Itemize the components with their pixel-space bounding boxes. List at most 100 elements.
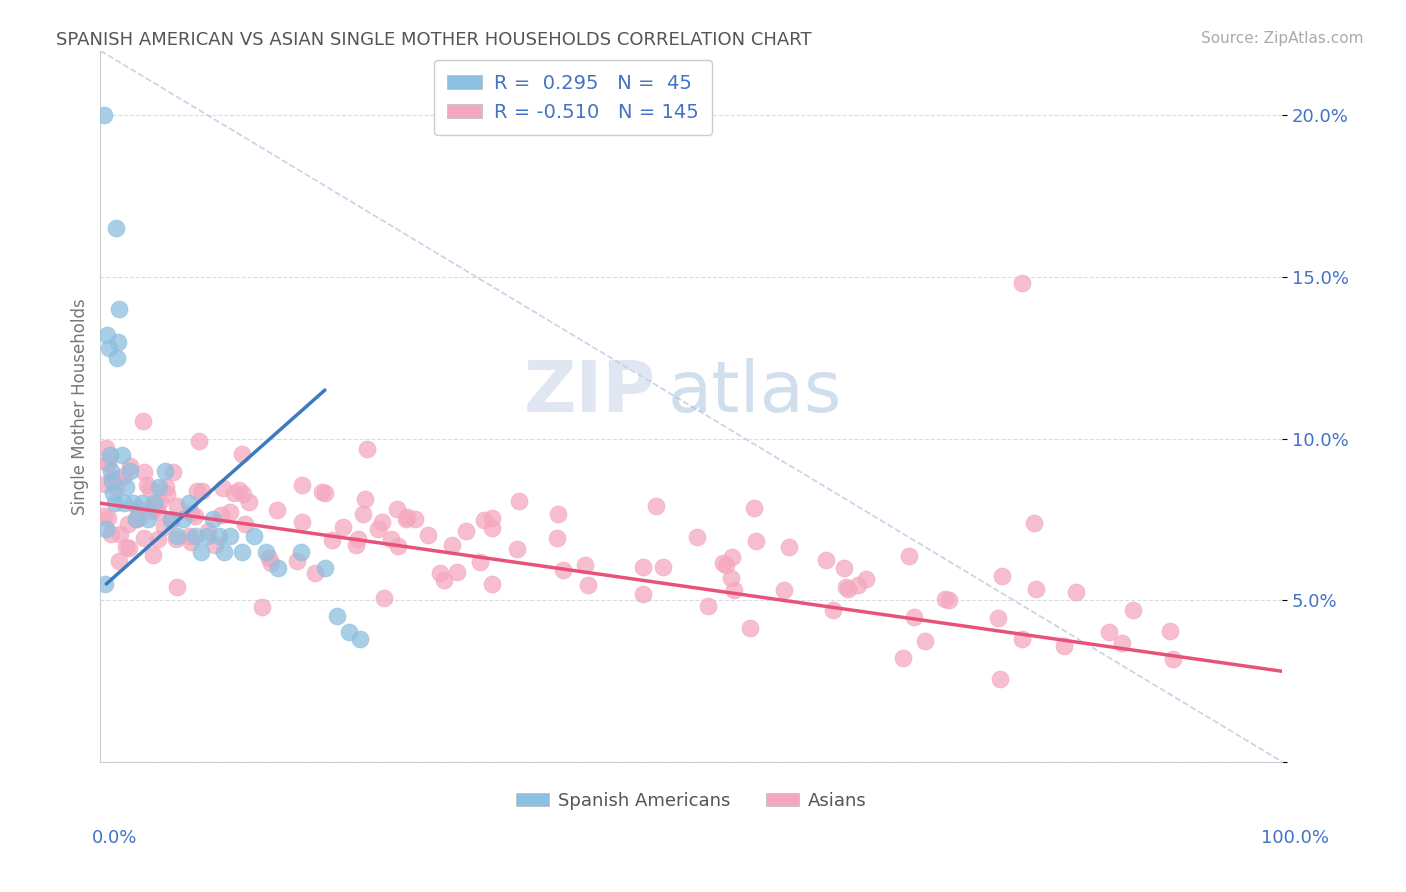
Point bbox=[1053, 639, 1076, 653]
Text: 0.0%: 0.0% bbox=[91, 829, 136, 847]
Point bbox=[349, 632, 371, 646]
Point bbox=[914, 634, 936, 648]
Point bbox=[156, 487, 179, 501]
Point bbox=[219, 505, 242, 519]
Point bbox=[228, 483, 250, 497]
Point bbox=[96, 328, 118, 343]
Point bbox=[815, 553, 838, 567]
Point bbox=[152, 520, 174, 534]
Point bbox=[231, 447, 253, 461]
Point bbox=[128, 510, 150, 524]
Point bbox=[846, 578, 869, 592]
Point bbox=[506, 542, 529, 557]
Point bbox=[321, 533, 343, 547]
Point bbox=[122, 496, 145, 510]
Point bbox=[821, 603, 844, 617]
Point bbox=[290, 544, 312, 558]
Point bbox=[207, 528, 229, 542]
Point bbox=[987, 610, 1010, 624]
Point bbox=[132, 466, 155, 480]
Point bbox=[745, 533, 768, 548]
Point bbox=[250, 599, 273, 614]
Point bbox=[184, 509, 207, 524]
Point bbox=[142, 548, 165, 562]
Point bbox=[291, 515, 314, 529]
Point bbox=[142, 496, 165, 510]
Point bbox=[356, 442, 378, 456]
Point bbox=[314, 561, 336, 575]
Point bbox=[105, 471, 128, 485]
Point bbox=[98, 448, 121, 462]
Point bbox=[314, 486, 336, 500]
Point bbox=[97, 511, 120, 525]
Point bbox=[837, 582, 859, 597]
Point bbox=[311, 485, 333, 500]
Point bbox=[96, 456, 118, 470]
Point bbox=[238, 495, 260, 509]
Point bbox=[107, 334, 129, 349]
Point bbox=[166, 499, 188, 513]
Point bbox=[835, 580, 858, 594]
Point bbox=[1022, 516, 1045, 530]
Point bbox=[898, 549, 921, 563]
Point bbox=[546, 531, 568, 545]
Point bbox=[686, 530, 709, 544]
Point bbox=[508, 494, 530, 508]
Text: Source: ZipAtlas.com: Source: ZipAtlas.com bbox=[1201, 31, 1364, 46]
Point bbox=[97, 341, 120, 355]
Point bbox=[231, 544, 253, 558]
Point bbox=[94, 442, 117, 456]
Point bbox=[337, 625, 360, 640]
Point bbox=[118, 464, 141, 478]
Point bbox=[304, 566, 326, 581]
Point bbox=[101, 474, 124, 488]
Point bbox=[481, 577, 503, 591]
Point bbox=[184, 528, 207, 542]
Point bbox=[470, 555, 492, 569]
Point bbox=[108, 302, 131, 317]
Point bbox=[574, 558, 596, 572]
Point bbox=[446, 565, 468, 579]
Point bbox=[146, 532, 169, 546]
Point bbox=[149, 494, 172, 508]
Point bbox=[1011, 632, 1033, 646]
Point bbox=[385, 501, 408, 516]
Point bbox=[633, 559, 655, 574]
Point bbox=[553, 563, 575, 577]
Point bbox=[257, 550, 280, 565]
Point bbox=[100, 464, 122, 478]
Point bbox=[1159, 624, 1181, 639]
Point bbox=[112, 496, 135, 510]
Point bbox=[1122, 603, 1144, 617]
Point bbox=[155, 464, 177, 478]
Point bbox=[160, 512, 183, 526]
Point bbox=[1111, 636, 1133, 650]
Point bbox=[177, 496, 200, 510]
Legend: Spanish Americans, Asians: Spanish Americans, Asians bbox=[509, 784, 873, 817]
Point bbox=[380, 532, 402, 546]
Point bbox=[721, 549, 744, 564]
Point bbox=[110, 527, 132, 541]
Point bbox=[166, 528, 188, 542]
Point bbox=[100, 527, 122, 541]
Point bbox=[111, 448, 134, 462]
Point bbox=[136, 512, 159, 526]
Point bbox=[254, 544, 277, 558]
Point bbox=[188, 434, 211, 448]
Point bbox=[778, 540, 800, 554]
Point bbox=[988, 672, 1011, 686]
Point bbox=[155, 480, 177, 494]
Point bbox=[903, 610, 925, 624]
Point bbox=[148, 480, 170, 494]
Point bbox=[855, 572, 877, 586]
Point bbox=[716, 558, 738, 573]
Point bbox=[103, 486, 125, 500]
Point bbox=[260, 556, 283, 570]
Point bbox=[433, 574, 456, 588]
Point bbox=[396, 510, 419, 524]
Point bbox=[934, 591, 956, 606]
Point bbox=[332, 520, 354, 534]
Point bbox=[891, 651, 914, 665]
Point bbox=[105, 351, 128, 365]
Point bbox=[352, 507, 374, 521]
